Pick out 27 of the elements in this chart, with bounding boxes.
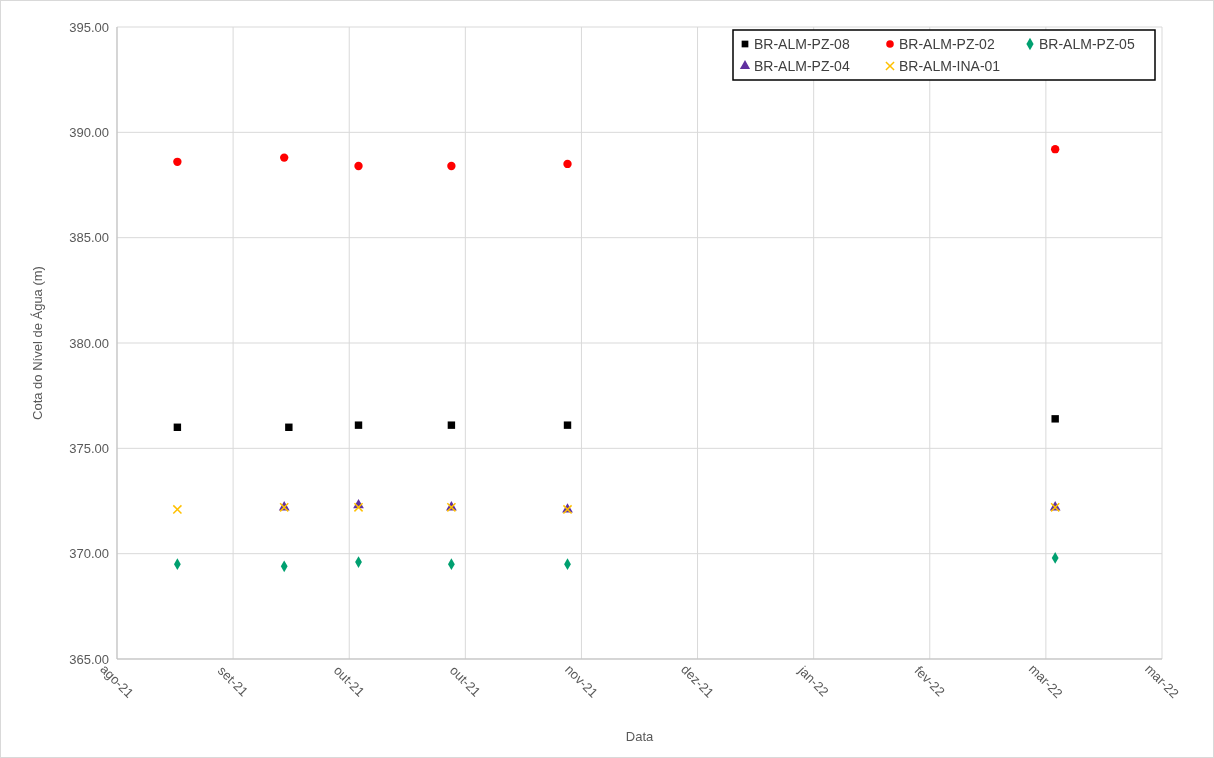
point [172, 504, 183, 515]
y-tick-label: 390.00 [69, 124, 109, 140]
legend-label: BR-ALM-PZ-08 [754, 35, 850, 52]
point [563, 159, 572, 169]
point [1050, 145, 1060, 154]
y-axis-title: Cota do Nível de Água (m) [30, 266, 45, 420]
y-tick-label: 385.00 [69, 230, 109, 246]
point [354, 421, 363, 429]
y-tick-label: 375.00 [69, 440, 109, 456]
legend-label: BR-ALM-PZ-02 [899, 35, 995, 52]
legend-label: BR-ALM-PZ-05 [1039, 35, 1135, 52]
point [354, 161, 363, 171]
point [447, 161, 456, 171]
point [447, 421, 456, 429]
legend-label: BR-ALM-PZ-04 [754, 57, 850, 74]
point [1051, 415, 1059, 423]
point [285, 423, 293, 431]
legend-label: BR-ALM-INA-01 [899, 57, 1001, 74]
point [173, 157, 182, 166]
point [353, 502, 364, 513]
y-tick-label: 395.00 [69, 19, 109, 35]
y-tick-label: 365.00 [69, 651, 109, 667]
y-tick-label: 380.00 [69, 335, 109, 351]
point [280, 153, 289, 162]
x-axis-title: Data [625, 729, 654, 744]
point [563, 421, 572, 429]
y-tick-label: 370.00 [69, 546, 109, 562]
